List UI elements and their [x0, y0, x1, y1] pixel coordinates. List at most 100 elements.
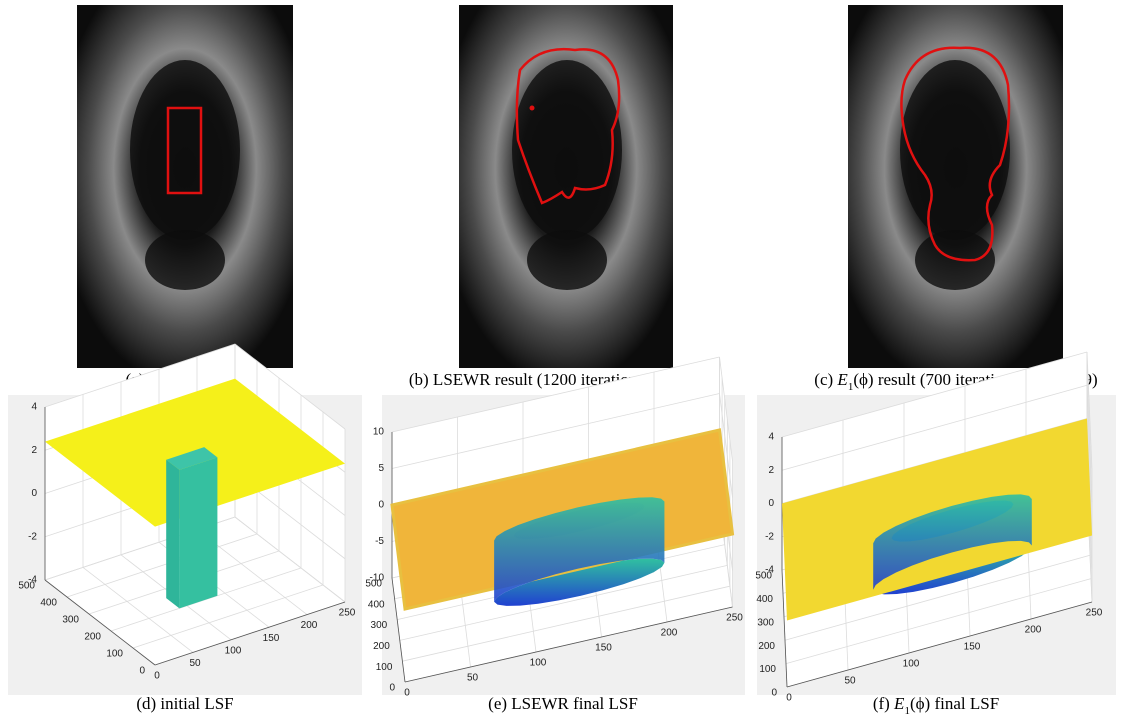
- x-tick-label: 200: [301, 620, 318, 631]
- y-tick-label: 100: [376, 662, 393, 673]
- x-tick-label: 50: [467, 673, 479, 684]
- z-tick-label: 2: [768, 465, 774, 476]
- caption-part: (ϕ): [910, 694, 930, 713]
- caption: (d) initial LSF: [136, 694, 233, 713]
- grid-line: [391, 393, 720, 469]
- x-tick-label: 250: [726, 613, 743, 624]
- x-tick-label: 0: [786, 693, 792, 704]
- y-axis: [44, 579, 156, 666]
- z-tick-label: 4: [768, 432, 774, 443]
- x-tick-label: 100: [225, 645, 242, 656]
- z-tick-label: -2: [765, 531, 774, 542]
- y-tick-label: 400: [756, 594, 773, 605]
- caption-part: (e) LSEWR final LSF: [488, 694, 638, 713]
- y-tick-label: 0: [139, 666, 145, 677]
- x-tick-label: 150: [263, 633, 280, 644]
- caption: (e) LSEWR final LSF: [488, 694, 638, 713]
- surface-column: [179, 457, 218, 609]
- grid-line: [399, 565, 728, 641]
- y-tick-label: 100: [106, 649, 123, 660]
- grid-line: [719, 356, 733, 462]
- x-tick-label: 100: [530, 658, 547, 669]
- grid-line: [132, 584, 324, 649]
- grid-line: [234, 516, 346, 603]
- x-tick-label: 200: [661, 628, 678, 639]
- plot-d: 0 50 100 150 200 250 0 100 200 300 400 500 4 2 0 -2 -4: [8, 343, 362, 695]
- x-axis: [786, 601, 1093, 688]
- x-tick-label: 150: [595, 643, 612, 654]
- z-tick-label: -4: [28, 575, 37, 586]
- y-tick-label: 200: [373, 641, 390, 652]
- z-tick-label: -5: [375, 536, 384, 547]
- z-tick-label: 0: [31, 488, 37, 499]
- caption-part: 1: [848, 381, 854, 393]
- grid-line: [44, 343, 236, 408]
- y-tick-label: 200: [758, 641, 775, 652]
- grid-line: [402, 585, 730, 662]
- grid-line: [781, 384, 1088, 471]
- caption-part: (c): [814, 370, 837, 389]
- z-tick-label: 5: [378, 463, 384, 474]
- caption: (f) E1(ϕ) final LSF: [873, 694, 999, 716]
- y-tick-label: 500: [18, 581, 35, 592]
- x-tick-label: 0: [404, 688, 410, 699]
- y-tick-label: 300: [757, 617, 774, 628]
- grid-line: [785, 578, 1092, 664]
- caption-part: (d) initial LSF: [136, 694, 233, 713]
- y-tick-label: 400: [368, 599, 385, 610]
- surface-hole: [166, 447, 218, 470]
- caption-part: E: [893, 694, 905, 713]
- x-tick-label: 200: [1025, 625, 1042, 636]
- caption-part: (f): [873, 694, 894, 713]
- y-tick-label: 400: [40, 598, 57, 609]
- surface-dip: [494, 558, 665, 606]
- x-tick-label: 50: [189, 658, 201, 669]
- y-axis: [391, 577, 406, 683]
- y-axis: [781, 569, 788, 688]
- x-tick-label: 150: [964, 642, 981, 653]
- z-tick-label: 4: [31, 402, 37, 413]
- y-tick-label: 100: [759, 664, 776, 675]
- y-tick-label: 300: [371, 620, 388, 631]
- grid-line: [784, 554, 1091, 641]
- z-tick-label: 10: [373, 427, 385, 438]
- x-tick-label: 50: [844, 676, 856, 687]
- y-tick-label: 0: [771, 688, 777, 699]
- z-tick-label: 0: [378, 500, 384, 511]
- grid-line: [234, 343, 346, 430]
- image-c: [848, 5, 1063, 368]
- z-tick-label: 0: [768, 498, 774, 509]
- surface-column: [166, 459, 180, 609]
- surface-wall: [873, 494, 1032, 590]
- caption-part: 1: [904, 705, 910, 716]
- x-axis: [404, 606, 733, 683]
- surface-wall: [494, 497, 665, 602]
- grid-line: [1086, 385, 1093, 503]
- grid-line: [719, 393, 733, 498]
- z-tick-label: 2: [31, 445, 37, 456]
- grid-line: [781, 351, 1088, 438]
- y-tick-label: 200: [84, 632, 101, 643]
- y-tick-label: 500: [365, 579, 382, 590]
- grid-line: [391, 356, 720, 433]
- z-tick-label: -4: [765, 565, 774, 576]
- image-b: [459, 5, 673, 368]
- caption-part: (ϕ): [853, 370, 873, 389]
- grid-line: [1086, 351, 1093, 470]
- plot-f: 0 50 100 150 200 250 0 100 200 300 400 500 4 2 0 -2 -4: [755, 351, 1116, 704]
- x-tick-label: 100: [903, 659, 920, 670]
- x-tick-label: 0: [154, 671, 160, 682]
- y-tick-label: 0: [389, 683, 395, 694]
- grid-line: [82, 567, 194, 653]
- x-axis: [154, 601, 346, 666]
- y-tick-label: 500: [755, 571, 772, 582]
- x-tick-label: 250: [339, 608, 356, 619]
- caption-part: final LSF: [930, 694, 999, 713]
- z-tick-label: -10: [370, 573, 385, 584]
- x-tick-label: 250: [1086, 608, 1103, 619]
- y-tick-label: 300: [62, 615, 79, 626]
- z-tick-label: -2: [28, 531, 37, 542]
- caption-part: (b) LSEWR result (1200 iterations，: [409, 370, 661, 389]
